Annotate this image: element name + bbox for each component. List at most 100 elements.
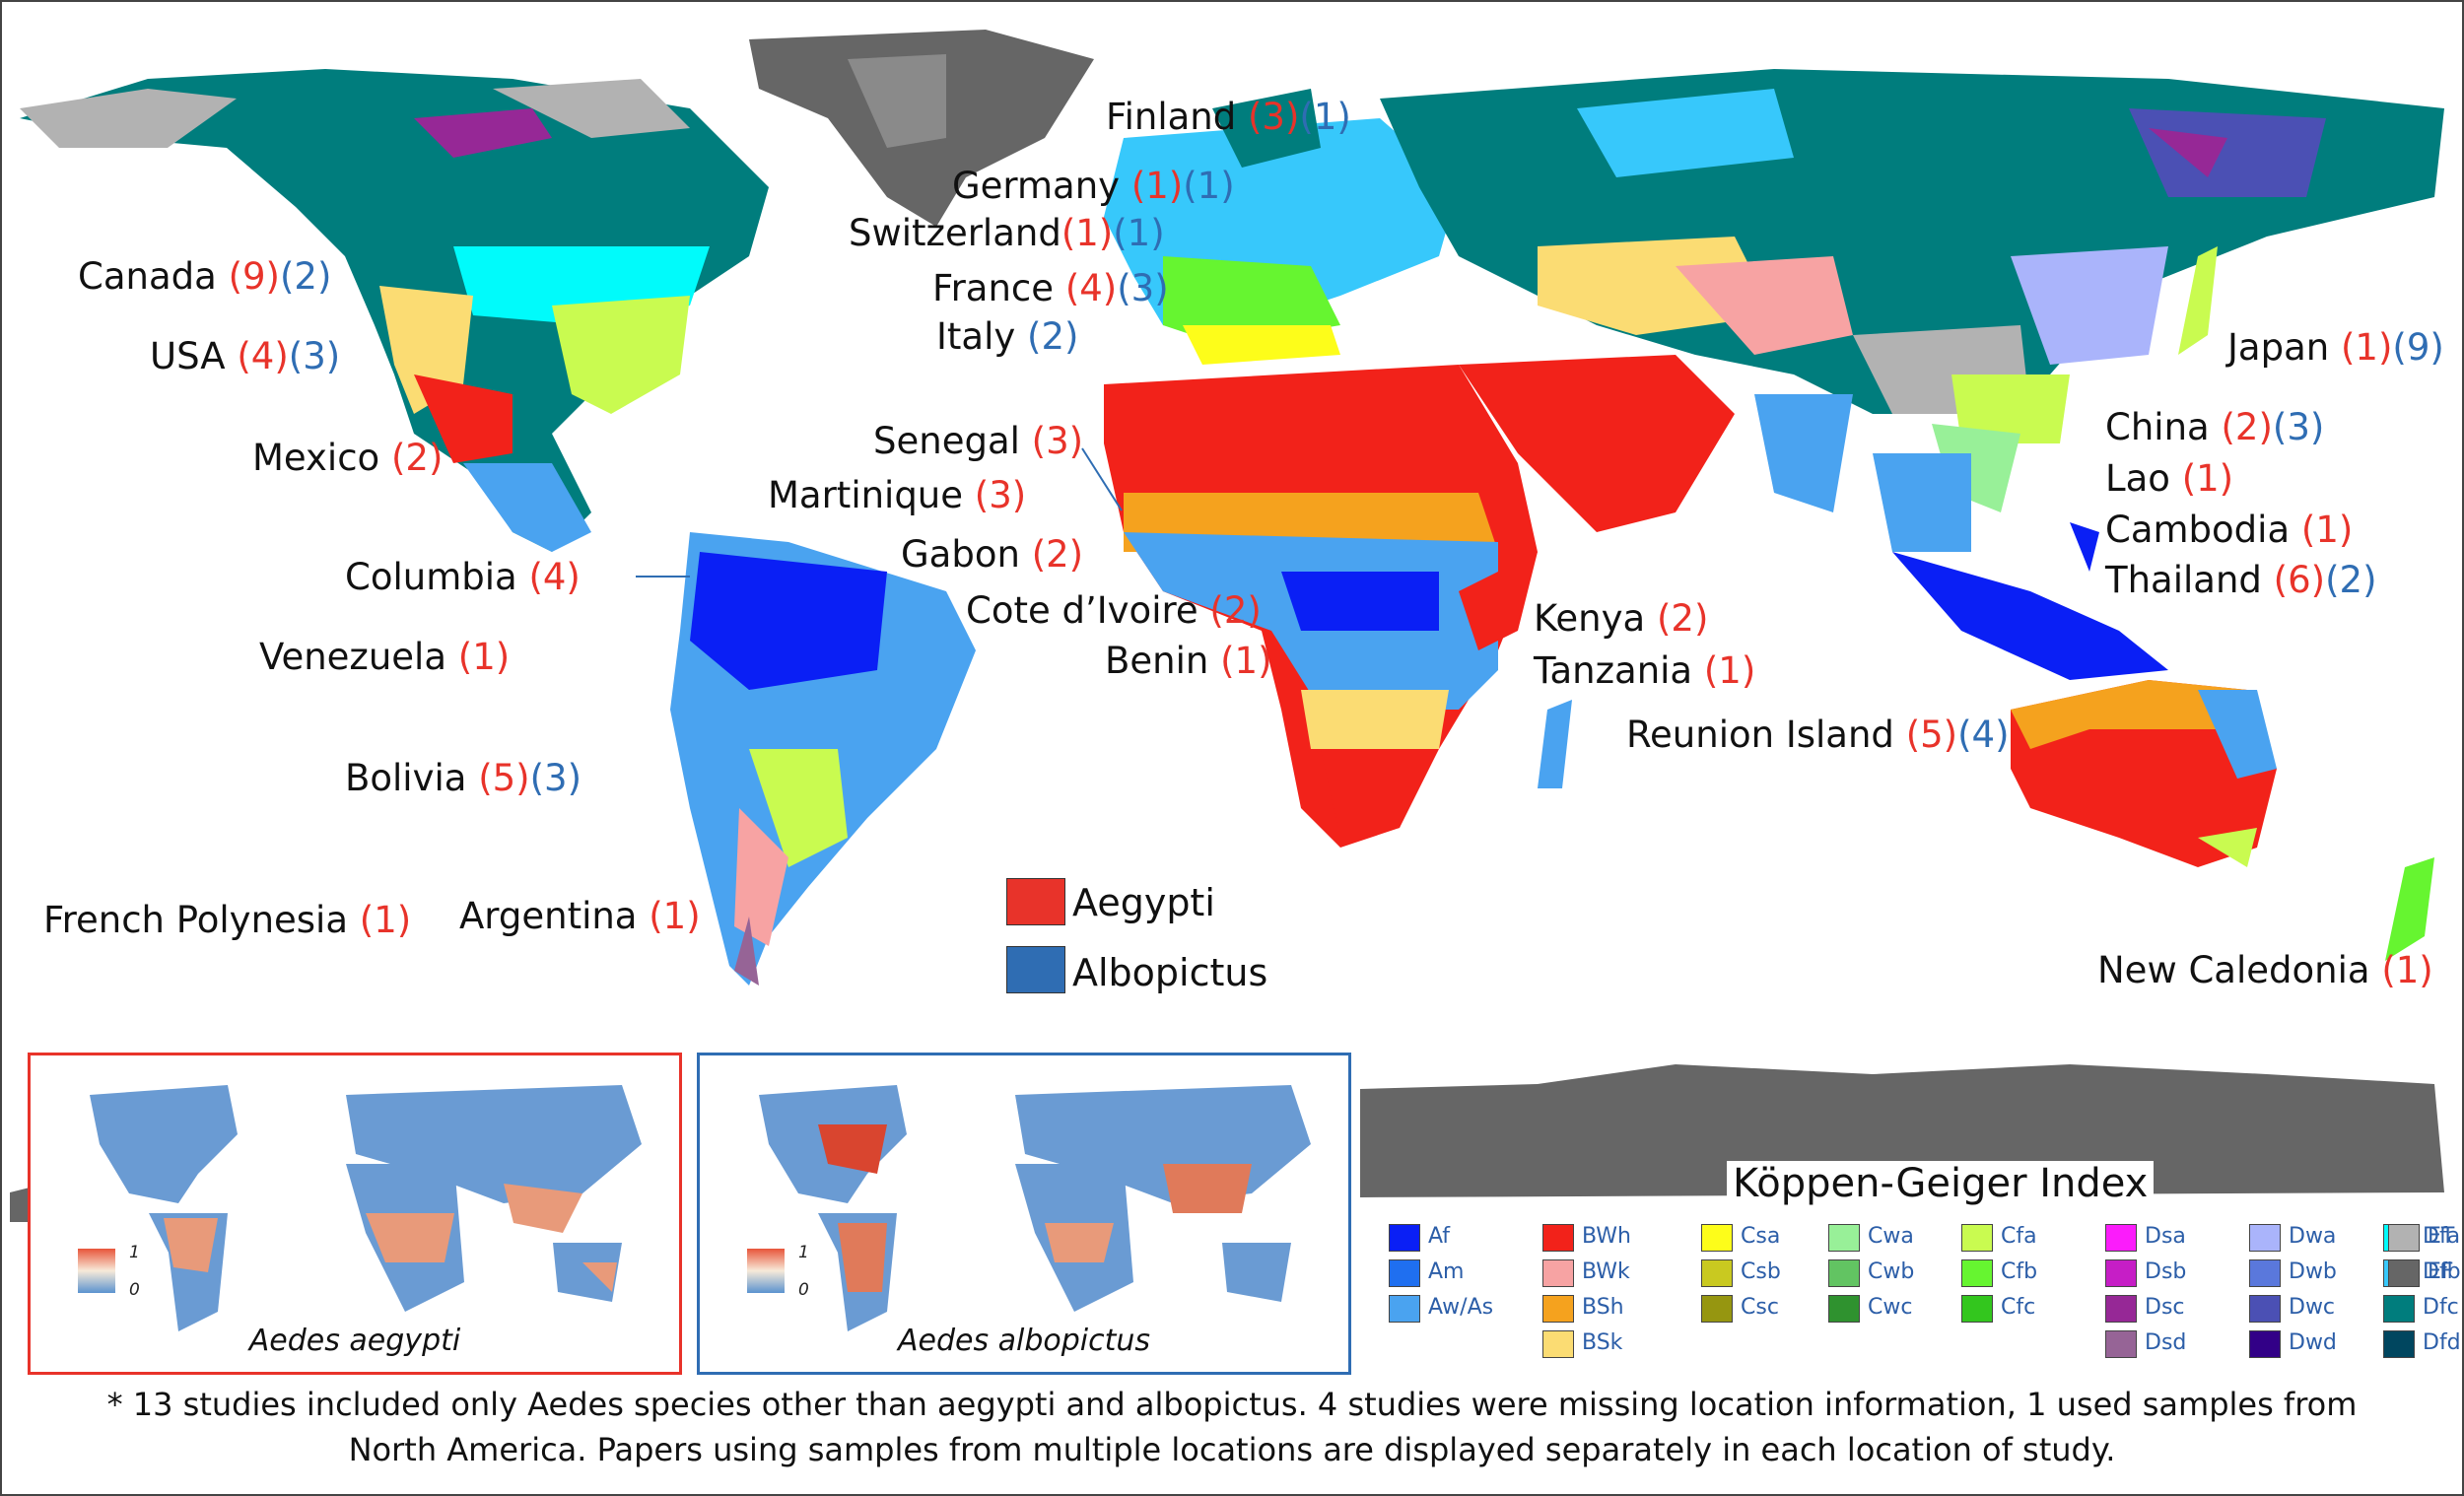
albopictus-suitability-map: [759, 1085, 1311, 1331]
country-label-argentina: Argentina (1): [459, 895, 701, 937]
koppen-code: ET: [2428, 1224, 2455, 1249]
aegypti-legend-label: Aegypti: [1072, 881, 1215, 924]
koppen-swatch: [1961, 1224, 1993, 1252]
koppen-code: Af: [1428, 1224, 1451, 1249]
inset-aedes-aegypti: 1 0 Aedes aegypti: [28, 1053, 682, 1375]
country-label-france: France (4)(3): [932, 267, 1169, 309]
albopictus-scale-max: 1: [798, 1243, 809, 1262]
koppen-swatch: [1701, 1259, 1733, 1287]
country-label-venezuela: Venezuela (1): [259, 636, 511, 678]
country-label-kenya: Kenya (2): [1534, 597, 1709, 640]
koppen-swatch: [1961, 1259, 1993, 1287]
koppen-swatch: [1389, 1224, 1420, 1252]
koppen-code: Dfd: [2423, 1330, 2461, 1355]
koppen-code: Dfa: [2423, 1224, 2461, 1249]
koppen-swatch: [1828, 1259, 1860, 1287]
country-label-reunion-island: Reunion Island (5)(4): [1626, 714, 2010, 756]
koppen-swatch: [1542, 1295, 1574, 1323]
koppen-code: BSk: [1582, 1330, 1623, 1355]
koppen-code: Dsa: [2145, 1224, 2186, 1249]
indonesia: [1892, 552, 2168, 680]
footnote: * 13 studies included only Aedes species…: [0, 1382, 2464, 1472]
koppen-code: Dfb: [2423, 1259, 2461, 1284]
koppen-code: Dsc: [2145, 1295, 2185, 1320]
koppen-code: Aw/As: [1428, 1295, 1494, 1320]
country-label-lao: Lao (1): [2105, 457, 2234, 500]
koppen-swatch: [2249, 1259, 2281, 1287]
koppen-swatch: [1961, 1295, 1993, 1323]
aegypti-scale-max: 1: [129, 1243, 140, 1262]
country-label-bolivia: Bolivia (5)(3): [345, 757, 582, 799]
footnote-line-2: North America. Papers using samples from…: [348, 1431, 2116, 1468]
koppen-code: Cfa: [2001, 1224, 2037, 1249]
inset-aedes-albopictus: 1 0 Aedes albopictus: [697, 1053, 1351, 1375]
albopictus-color-scale: [747, 1249, 785, 1293]
albopictus-scale-min: 0: [798, 1280, 809, 1300]
aegypti-color-scale: [78, 1249, 115, 1293]
koppen-swatch: [1542, 1259, 1574, 1287]
country-label-gabon: Gabon (2): [901, 533, 1084, 576]
koppen-code: Dwb: [2289, 1259, 2337, 1284]
country-label-benin: Benin (1): [1105, 640, 1272, 682]
albopictus-swatch: [1006, 946, 1065, 993]
koppen-swatch: [1828, 1224, 1860, 1252]
koppen-code: Cfc: [2001, 1295, 2036, 1320]
koppen-code: Cwc: [1868, 1295, 1913, 1320]
koppen-legend: Af Am Aw/As BWh BWk BSh BSk Csa Csb Csc Cwa Cwb Cwc C…: [1373, 1212, 2461, 1370]
koppen-swatch: [2105, 1224, 2137, 1252]
koppen-swatch: [1701, 1295, 1733, 1323]
koppen-code: BWk: [1582, 1259, 1630, 1284]
koppen-code: Dsd: [2145, 1330, 2187, 1355]
country-label-canada: Canada (9)(2): [78, 255, 332, 298]
koppen-legend-title: Köppen-Geiger Index: [1727, 1161, 2155, 1206]
antarctica-west: [10, 1188, 30, 1222]
koppen-swatch: [2249, 1330, 2281, 1358]
koppen-swatch: [2249, 1295, 2281, 1323]
koppen-code: BWh: [1582, 1224, 1632, 1249]
country-label-new-caledonia: New Caledonia (1): [2097, 949, 2433, 991]
country-label-columbia: Columbia (4): [345, 556, 581, 598]
country-label-china: China (2)(3): [2105, 406, 2325, 448]
koppen-code: Csb: [1741, 1259, 1781, 1284]
country-label-finland: Finland (3)(1): [1106, 96, 1351, 138]
koppen-swatch: [2383, 1330, 2415, 1358]
country-label-switzerland: Switzerland(1)(1): [849, 212, 1165, 254]
koppen-code: Dwc: [2289, 1295, 2336, 1320]
koppen-code: Am: [1428, 1259, 1465, 1284]
country-label-mexico: Mexico (2): [252, 437, 444, 479]
koppen-swatch: [2249, 1224, 2281, 1252]
koppen-code: Cwa: [1868, 1224, 1914, 1249]
koppen-code: EF: [2428, 1259, 2454, 1284]
koppen-code: Cwb: [1868, 1259, 1915, 1284]
country-label-thailand: Thailand (6)(2): [2105, 559, 2377, 601]
country-label-senegal: Senegal (3): [873, 420, 1084, 462]
aegypti-swatch: [1006, 878, 1065, 925]
aegypti-inset-caption: Aedes aegypti: [248, 1324, 461, 1358]
country-label-martinique: Martinique (3): [768, 474, 1027, 516]
koppen-swatch: [2105, 1259, 2137, 1287]
koppen-swatch: [2105, 1330, 2137, 1358]
koppen-swatch: [2105, 1295, 2137, 1323]
koppen-swatch: [1542, 1330, 1574, 1358]
arabia: [1459, 355, 1735, 532]
koppen-code: Csc: [1741, 1295, 1779, 1320]
country-label-usa: USA (4)(3): [150, 335, 341, 377]
country-label-japan: Japan (1)(9): [2227, 326, 2444, 369]
koppen-code: Csa: [1741, 1224, 1781, 1249]
koppen-code: BSh: [1582, 1295, 1624, 1320]
albopictus-inset-caption: Aedes albopictus: [897, 1324, 1151, 1358]
koppen-code: Dwd: [2289, 1330, 2337, 1355]
koppen-code: Dwa: [2289, 1224, 2337, 1249]
country-label-french-polynesia: French Polynesia (1): [43, 899, 412, 941]
koppen-code: Dsb: [2145, 1259, 2187, 1284]
country-label-cambodia: Cambodia (1): [2105, 509, 2354, 551]
koppen-swatch: [2388, 1259, 2420, 1287]
koppen-code: Cfb: [2001, 1259, 2038, 1284]
antarctica: [1360, 1064, 2444, 1197]
aegypti-scale-min: 0: [129, 1280, 140, 1300]
koppen-swatch: [1389, 1259, 1420, 1287]
koppen-swatch: [1701, 1224, 1733, 1252]
country-label-cote-divoire: Cote d’Ivoire (2): [966, 589, 1262, 632]
